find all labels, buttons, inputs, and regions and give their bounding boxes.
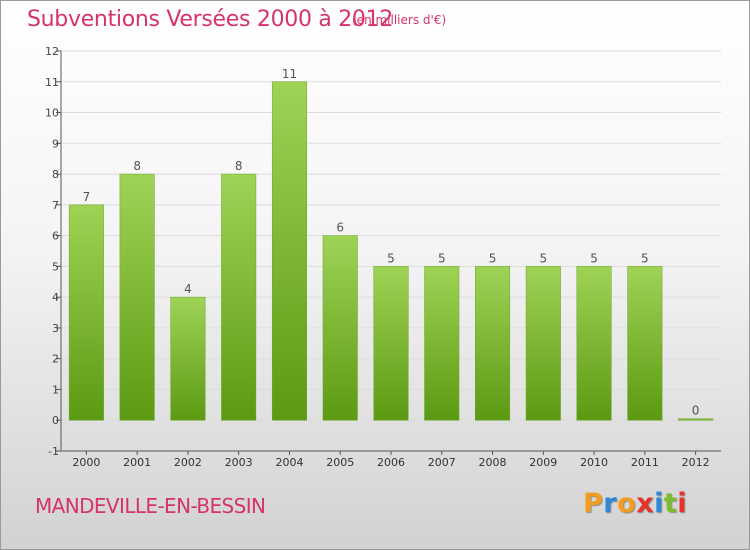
x-tick-label: 2001: [123, 456, 151, 469]
data-label: 5: [539, 251, 547, 265]
x-tick-label: 2003: [225, 456, 253, 469]
proxiti-logo: Proxiti: [583, 488, 687, 519]
bar: [171, 297, 206, 420]
y-tick-label: 7: [52, 199, 59, 212]
data-label: 6: [336, 221, 344, 235]
logo-letter: i: [654, 488, 664, 519]
bar: [475, 266, 510, 420]
y-tick-label: 4: [52, 291, 59, 304]
bar: [120, 174, 155, 420]
x-tick-label: 2008: [479, 456, 507, 469]
y-tick-label: -1: [48, 445, 59, 458]
y-tick-label: 8: [52, 168, 59, 181]
data-label: 5: [387, 251, 395, 265]
commune-name: MANDEVILLE-EN-BESSIN: [35, 494, 265, 518]
data-label: 5: [641, 251, 649, 265]
data-label: 5: [489, 251, 497, 265]
bar: [323, 236, 358, 421]
bar: [69, 205, 104, 420]
x-tick-label: 2012: [682, 456, 710, 469]
data-label: 5: [590, 251, 598, 265]
y-tick-label: 2: [52, 353, 59, 366]
data-label: 0: [692, 404, 700, 418]
logo-letter: o: [617, 488, 636, 519]
x-tick-label: 2004: [275, 456, 303, 469]
y-tick-label: 10: [45, 107, 59, 120]
data-label: 4: [184, 282, 192, 296]
x-tick-label: 2011: [631, 456, 659, 469]
x-tick-label: 2009: [529, 456, 557, 469]
bar: [526, 266, 561, 420]
y-tick-label: 12: [45, 45, 59, 58]
logo-letter: r: [603, 488, 617, 519]
data-label: 5: [438, 251, 446, 265]
logo-letter: P: [583, 488, 603, 519]
bar: [678, 419, 713, 421]
bar: [272, 82, 307, 420]
bar: [628, 266, 663, 420]
x-tick-label: 2000: [72, 456, 100, 469]
bar: [221, 174, 256, 420]
bar: [425, 266, 460, 420]
x-tick-label: 2002: [174, 456, 202, 469]
logo-letter: t: [664, 488, 677, 519]
y-tick-label: 5: [52, 260, 59, 273]
data-label: 8: [235, 159, 243, 173]
chart-frame: Subventions Versées 2000 à 2012 (en mill…: [0, 0, 750, 550]
x-tick-label: 2010: [580, 456, 608, 469]
data-label: 11: [282, 67, 297, 81]
bar-chart: -101234567891011122000200120022003200420…: [1, 1, 749, 471]
y-tick-label: 11: [45, 76, 59, 89]
y-tick-label: 6: [52, 230, 59, 243]
data-label: 8: [133, 159, 141, 173]
logo-letter: i: [677, 488, 687, 519]
x-tick-label: 2006: [377, 456, 405, 469]
bar: [374, 266, 409, 420]
logo-letter: x: [636, 488, 654, 519]
y-tick-label: 3: [52, 322, 59, 335]
y-tick-label: 0: [52, 414, 59, 427]
y-tick-label: 1: [52, 383, 59, 396]
x-tick-label: 2007: [428, 456, 456, 469]
bar: [577, 266, 612, 420]
data-label: 7: [83, 190, 91, 204]
y-tick-label: 9: [52, 137, 59, 150]
x-tick-label: 2005: [326, 456, 354, 469]
